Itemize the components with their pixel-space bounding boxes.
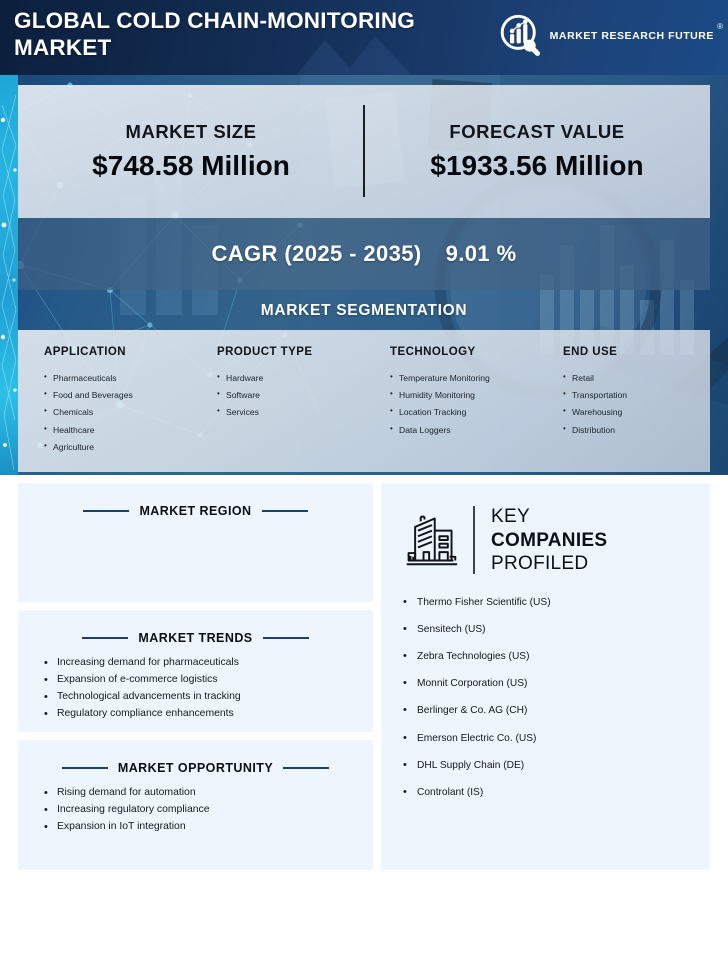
segment-heading: END USE	[563, 346, 618, 358]
title-rule-right	[261, 510, 308, 512]
title-rule-left	[82, 637, 129, 639]
segment-list: Pharmaceuticals Food and Beverages Chemi…	[44, 373, 191, 452]
market-size-label: MARKET SIZE	[125, 121, 257, 142]
office-building-icon	[406, 515, 458, 566]
list-item: Zebra Technologies (US)	[403, 651, 710, 662]
market-region-title: MARKET REGION	[139, 504, 252, 518]
segment-item: Warehousing	[563, 407, 710, 417]
metrics-divider	[363, 105, 365, 197]
list-item: Emerson Electric Co. (US)	[403, 733, 710, 744]
market-opportunity-list: Rising demand for automation Increasing …	[44, 785, 373, 836]
segment-item: Transportation	[563, 390, 710, 400]
segment-heading: APPLICATION	[44, 346, 127, 358]
list-item: Increasing demand for pharmaceuticals	[44, 655, 373, 673]
body-content-area: MARKET REGION MARKET TRENDS Increasing d…	[0, 475, 728, 895]
segment-item: Healthcare	[44, 425, 191, 435]
list-item: Regulatory compliance enhancements	[44, 706, 373, 724]
title-rule-right	[262, 637, 309, 639]
page-title: GLOBAL COLD CHAIN-MONITORING MARKET	[14, 8, 415, 60]
list-item: Expansion in IoT integration	[44, 819, 373, 837]
strip-network-icon	[0, 94, 17, 471]
market-region-card: MARKET REGION	[18, 483, 373, 602]
segment-item: Hardware	[217, 373, 364, 383]
key-companies-card: KEY COMPANIES PROFILED Thermo Fisher Sci…	[381, 483, 710, 870]
list-item: Increasing regulatory compliance	[44, 802, 373, 820]
key-word-1: KEY	[491, 506, 530, 527]
left-accent-strip	[0, 75, 18, 475]
market-region-title-row: MARKET REGION	[18, 483, 373, 518]
segment-list: Temperature Monitoring Humidity Monitori…	[390, 373, 537, 435]
segment-heading: TECHNOLOGY	[390, 346, 476, 358]
overlay-copyright-text: Copyright @ 2025 Market Research Future	[42, 884, 282, 896]
segment-item: Retail	[563, 373, 710, 383]
forecast-value: $1933.56 Million	[430, 150, 644, 181]
segment-item: Software	[217, 390, 364, 400]
key-companies-words: KEY COMPANIES PROFILED	[491, 505, 607, 576]
brand-logo: MARKET RESEARCH FUTURE ®	[499, 14, 723, 58]
market-metrics-panel: MARKET SIZE $748.58 Million FORECAST VAL…	[18, 85, 710, 218]
cagr-band: CAGR (2025 - 2035) 9.01 %	[18, 218, 710, 290]
segment-item: Data Loggers	[390, 425, 537, 435]
key-word-2: COMPANIES	[491, 529, 608, 551]
segment-item: Chemicals	[44, 407, 191, 417]
header-divider	[473, 506, 475, 575]
list-item: Berlinger & Co. AG (CH)	[403, 705, 710, 716]
title-rule-left	[61, 767, 108, 769]
footer-website-url[interactable]: www.marketresearchfuture.com	[541, 927, 706, 939]
key-companies-header: KEY COMPANIES PROFILED	[381, 483, 710, 576]
segment-column-application: APPLICATION Pharmaceuticals Food and Bev…	[18, 346, 191, 472]
segment-item: Distribution	[563, 425, 710, 435]
segment-list: Hardware Software Services	[217, 373, 364, 417]
segment-item: Agriculture	[44, 442, 191, 452]
page-header: GLOBAL COLD CHAIN-MONITORING MARKET MARK…	[0, 0, 728, 75]
list-item: Thermo Fisher Scientific (US)	[403, 597, 710, 608]
market-trends-title-row: MARKET TRENDS	[18, 610, 373, 645]
magnifier-bar-chart-icon	[500, 14, 540, 56]
market-size-value: $748.58 Million	[92, 150, 290, 181]
segment-item: Services	[217, 407, 364, 417]
segment-list: Retail Transportation Warehousing Distri…	[563, 373, 710, 435]
page-footer: Copyright @ 2026 Market Research Future …	[0, 902, 728, 964]
market-opportunity-card: MARKET OPPORTUNITY Rising demand for aut…	[18, 740, 373, 870]
key-companies-list: Thermo Fisher Scientific (US) Sensitech …	[403, 597, 710, 799]
segment-column-product-type: PRODUCT TYPE Hardware Software Services	[191, 346, 364, 472]
forecast-label: FORECAST VALUE	[449, 121, 625, 142]
segmentation-panel: APPLICATION Pharmaceuticals Food and Bev…	[18, 330, 710, 472]
forecast-value-block: FORECAST VALUE $1933.56 Million	[364, 121, 710, 182]
segment-item: Food and Beverages	[44, 390, 191, 400]
cagr-value: 9.01 %	[445, 241, 517, 266]
list-item: Technological advancements in tracking	[44, 689, 373, 707]
list-item: Rising demand for automation	[44, 785, 373, 803]
registered-mark-icon: ®	[717, 22, 723, 31]
list-item: Expansion of e-commerce logistics	[44, 672, 373, 690]
list-item: Controlant (IS)	[403, 787, 710, 798]
segment-item: Temperature Monitoring	[390, 373, 537, 383]
segment-column-technology: TECHNOLOGY Temperature Monitoring Humidi…	[364, 346, 537, 472]
market-size-block: MARKET SIZE $748.58 Million	[18, 121, 364, 182]
list-item: Sensitech (US)	[403, 624, 710, 635]
market-trends-title: MARKET TRENDS	[138, 631, 253, 645]
segment-item: Pharmaceuticals	[44, 373, 191, 383]
market-trends-card: MARKET TRENDS Increasing demand for phar…	[18, 610, 373, 732]
logo-text: MARKET RESEARCH FUTURE	[549, 30, 714, 42]
segment-heading: PRODUCT TYPE	[217, 346, 313, 358]
cagr-label: CAGR (2025 - 2035)	[211, 241, 422, 266]
segment-item: Location Tracking	[390, 407, 537, 417]
segment-column-end-use: END USE Retail Transportation Warehousin…	[537, 346, 710, 472]
title-rule-left	[83, 510, 130, 512]
market-trends-list: Increasing demand for pharmaceuticals Ex…	[44, 655, 373, 724]
footer-copyright: Copyright @ 2026 Market Research Future	[22, 927, 262, 939]
title-rule-right	[283, 767, 330, 769]
market-opportunity-title-row: MARKET OPPORTUNITY	[18, 740, 373, 775]
segment-item: Humidity Monitoring	[390, 390, 537, 400]
key-word-3: PROFILED	[491, 553, 589, 575]
segmentation-title: MARKET SEGMENTATION	[260, 302, 468, 319]
header-watermark-icon	[296, 36, 413, 75]
list-item: DHL Supply Chain (DE)	[403, 760, 710, 771]
list-item: Monnit Corporation (US)	[403, 678, 710, 689]
market-opportunity-title: MARKET OPPORTUNITY	[117, 761, 274, 775]
overlay-website-url: www.marketresearchfuture.com	[539, 884, 704, 896]
segmentation-title-wrap: MARKET SEGMENTATION	[18, 292, 710, 330]
